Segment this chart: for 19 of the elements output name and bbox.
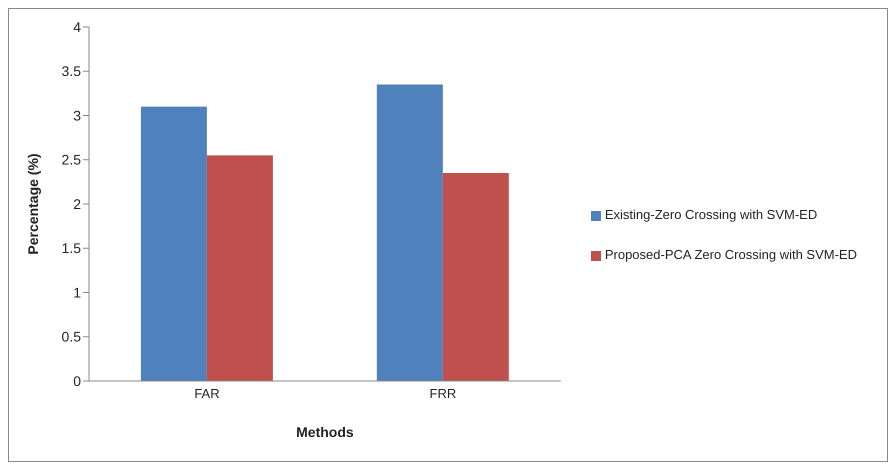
bar <box>376 84 443 381</box>
bar <box>206 155 273 381</box>
x-tick-label: FAR <box>194 386 220 402</box>
legend-label: Existing-Zero Crossing with SVM-ED <box>604 207 818 222</box>
y-tick-label: 3.5 <box>62 63 82 80</box>
y-tick-label: 1 <box>73 284 82 300</box>
y-tick-label: 4 <box>73 18 82 35</box>
x-axis-title: Methods <box>296 424 354 440</box>
y-tick-label: 2 <box>73 196 82 212</box>
y-tick-label: 0.5 <box>62 328 82 345</box>
y-tick-label: 2.5 <box>62 152 82 168</box>
bar <box>140 106 207 381</box>
legend-label: Proposed-PCA Zero Crossing with SVM-ED <box>604 247 857 262</box>
x-tick-label: FRR <box>430 386 456 402</box>
bar <box>442 173 509 381</box>
y-tick-label: 0 <box>73 372 82 389</box>
y-tick-label: 3 <box>73 107 82 124</box>
y-tick-label: 1.5 <box>62 240 82 256</box>
y-axis-title: Percentage (%) <box>24 153 41 255</box>
